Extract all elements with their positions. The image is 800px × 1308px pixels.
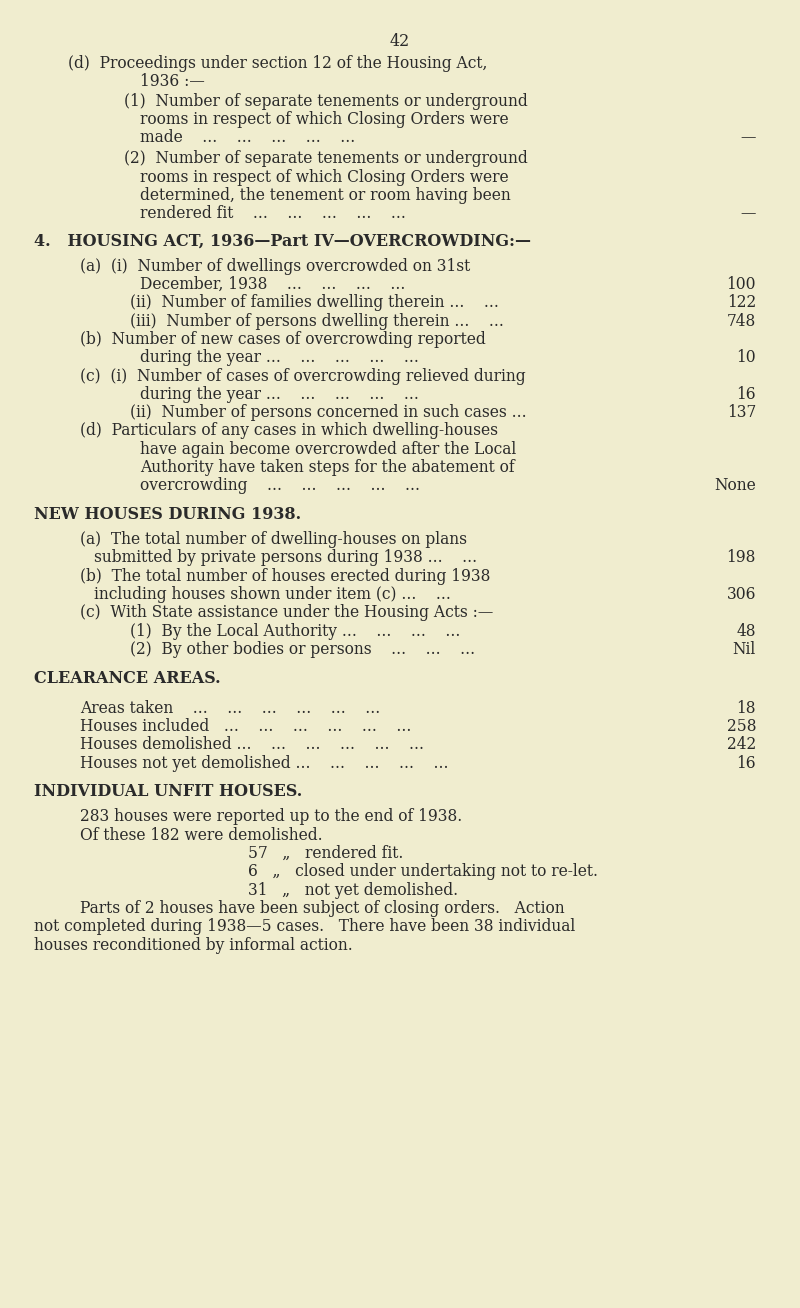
Text: 283 houses were reported up to the end of 1938.: 283 houses were reported up to the end o… — [80, 808, 462, 825]
Text: during the year ...    ...    ...    ...    ...: during the year ... ... ... ... ... — [140, 349, 419, 366]
Text: December, 1938    ...    ...    ...    ...: December, 1938 ... ... ... ... — [140, 276, 406, 293]
Text: 4.   HOUSING ACT, 1936—Part IV—OVERCROWDING:—: 4. HOUSING ACT, 1936—Part IV—OVERCROWDIN… — [34, 233, 530, 250]
Text: (c)  (i)  Number of cases of overcrowding relieved during: (c) (i) Number of cases of overcrowding … — [80, 368, 526, 385]
Text: 16: 16 — [736, 755, 756, 772]
Text: (iii)  Number of persons dwelling therein ...    ...: (iii) Number of persons dwelling therein… — [130, 313, 503, 330]
Text: 748: 748 — [726, 313, 756, 330]
Text: (1)  By the Local Authority ...    ...    ...    ...: (1) By the Local Authority ... ... ... .… — [130, 623, 460, 640]
Text: including houses shown under item (c) ...    ...: including houses shown under item (c) ..… — [94, 586, 451, 603]
Text: Areas taken    ...    ...    ...    ...    ...    ...: Areas taken ... ... ... ... ... ... — [80, 700, 380, 717]
Text: 16: 16 — [736, 386, 756, 403]
Text: rooms in respect of which Closing Orders were: rooms in respect of which Closing Orders… — [140, 111, 509, 128]
Text: (a)  (i)  Number of dwellings overcrowded on 31st: (a) (i) Number of dwellings overcrowded … — [80, 258, 470, 275]
Text: 57   „   rendered fit.: 57 „ rendered fit. — [248, 845, 403, 862]
Text: —: — — [741, 205, 756, 222]
Text: have again become overcrowded after the Local: have again become overcrowded after the … — [140, 441, 516, 458]
Text: rendered fit    ...    ...    ...    ...    ...: rendered fit ... ... ... ... ... — [140, 205, 406, 222]
Text: Houses included   ...    ...    ...    ...    ...    ...: Houses included ... ... ... ... ... ... — [80, 718, 411, 735]
Text: (ii)  Number of persons concerned in such cases ...: (ii) Number of persons concerned in such… — [130, 404, 526, 421]
Text: Houses demolished ...    ...    ...    ...    ...    ...: Houses demolished ... ... ... ... ... ..… — [80, 736, 424, 753]
Text: None: None — [714, 477, 756, 494]
Text: made    ...    ...    ...    ...    ...: made ... ... ... ... ... — [140, 129, 355, 146]
Text: (b)  The total number of houses erected during 1938: (b) The total number of houses erected d… — [80, 568, 490, 585]
Text: 198: 198 — [726, 549, 756, 566]
Text: (d)  Proceedings under section 12 of the Housing Act,: (d) Proceedings under section 12 of the … — [68, 55, 487, 72]
Text: (2)  By other bodies or persons    ...    ...    ...: (2) By other bodies or persons ... ... .… — [130, 641, 474, 658]
Text: 6   „   closed under undertaking not to re‐let.: 6 „ closed under undertaking not to re‐l… — [248, 863, 598, 880]
Text: INDIVIDUAL UNFIT HOUSES.: INDIVIDUAL UNFIT HOUSES. — [34, 783, 302, 800]
Text: CLEARANCE AREAS.: CLEARANCE AREAS. — [34, 670, 220, 687]
Text: (ii)  Number of families dwelling therein ...    ...: (ii) Number of families dwelling therein… — [130, 294, 498, 311]
Text: Houses not yet demolished ...    ...    ...    ...    ...: Houses not yet demolished ... ... ... ..… — [80, 755, 449, 772]
Text: (2)  Number of separate tenements or underground: (2) Number of separate tenements or unde… — [124, 150, 528, 167]
Text: 10: 10 — [736, 349, 756, 366]
Text: not completed during 1938—5 cases.   There have been 38 individual: not completed during 1938—5 cases. There… — [34, 918, 575, 935]
Text: Nil: Nil — [733, 641, 756, 658]
Text: (1)  Number of separate tenements or underground: (1) Number of separate tenements or unde… — [124, 93, 528, 110]
Text: 48: 48 — [737, 623, 756, 640]
Text: Authority have taken steps for the abatement of: Authority have taken steps for the abate… — [140, 459, 514, 476]
Text: 258: 258 — [726, 718, 756, 735]
Text: 31   „   not yet demolished.: 31 „ not yet demolished. — [248, 882, 458, 899]
Text: during the year ...    ...    ...    ...    ...: during the year ... ... ... ... ... — [140, 386, 419, 403]
Text: 18: 18 — [737, 700, 756, 717]
Text: 100: 100 — [726, 276, 756, 293]
Text: overcrowding    ...    ...    ...    ...    ...: overcrowding ... ... ... ... ... — [140, 477, 420, 494]
Text: Of these 182 were demolished.: Of these 182 were demolished. — [80, 827, 322, 844]
Text: —: — — [741, 129, 756, 146]
Text: Parts of 2 houses have been subject of closing orders.   Action: Parts of 2 houses have been subject of c… — [80, 900, 565, 917]
Text: 42: 42 — [390, 33, 410, 50]
Text: (a)  The total number of dwelling‐houses on plans: (a) The total number of dwelling‐houses … — [80, 531, 467, 548]
Text: submitted by private persons during 1938 ...    ...: submitted by private persons during 1938… — [94, 549, 478, 566]
Text: 1936 :—: 1936 :— — [140, 73, 205, 90]
Text: (b)  Number of new cases of overcrowding reported: (b) Number of new cases of overcrowding … — [80, 331, 486, 348]
Text: rooms in respect of which Closing Orders were: rooms in respect of which Closing Orders… — [140, 169, 509, 186]
Text: 242: 242 — [726, 736, 756, 753]
Text: determined, the tenement or room having been: determined, the tenement or room having … — [140, 187, 510, 204]
Text: 137: 137 — [726, 404, 756, 421]
Text: (d)  Particulars of any cases in which dwelling‐houses: (d) Particulars of any cases in which dw… — [80, 422, 498, 439]
Text: (c)  With State assistance under the Housing Acts :—: (c) With State assistance under the Hous… — [80, 604, 494, 621]
Text: NEW HOUSES DURING 1938.: NEW HOUSES DURING 1938. — [34, 506, 301, 523]
Text: 122: 122 — [726, 294, 756, 311]
Text: 306: 306 — [726, 586, 756, 603]
Text: houses reconditioned by informal action.: houses reconditioned by informal action. — [34, 937, 352, 954]
